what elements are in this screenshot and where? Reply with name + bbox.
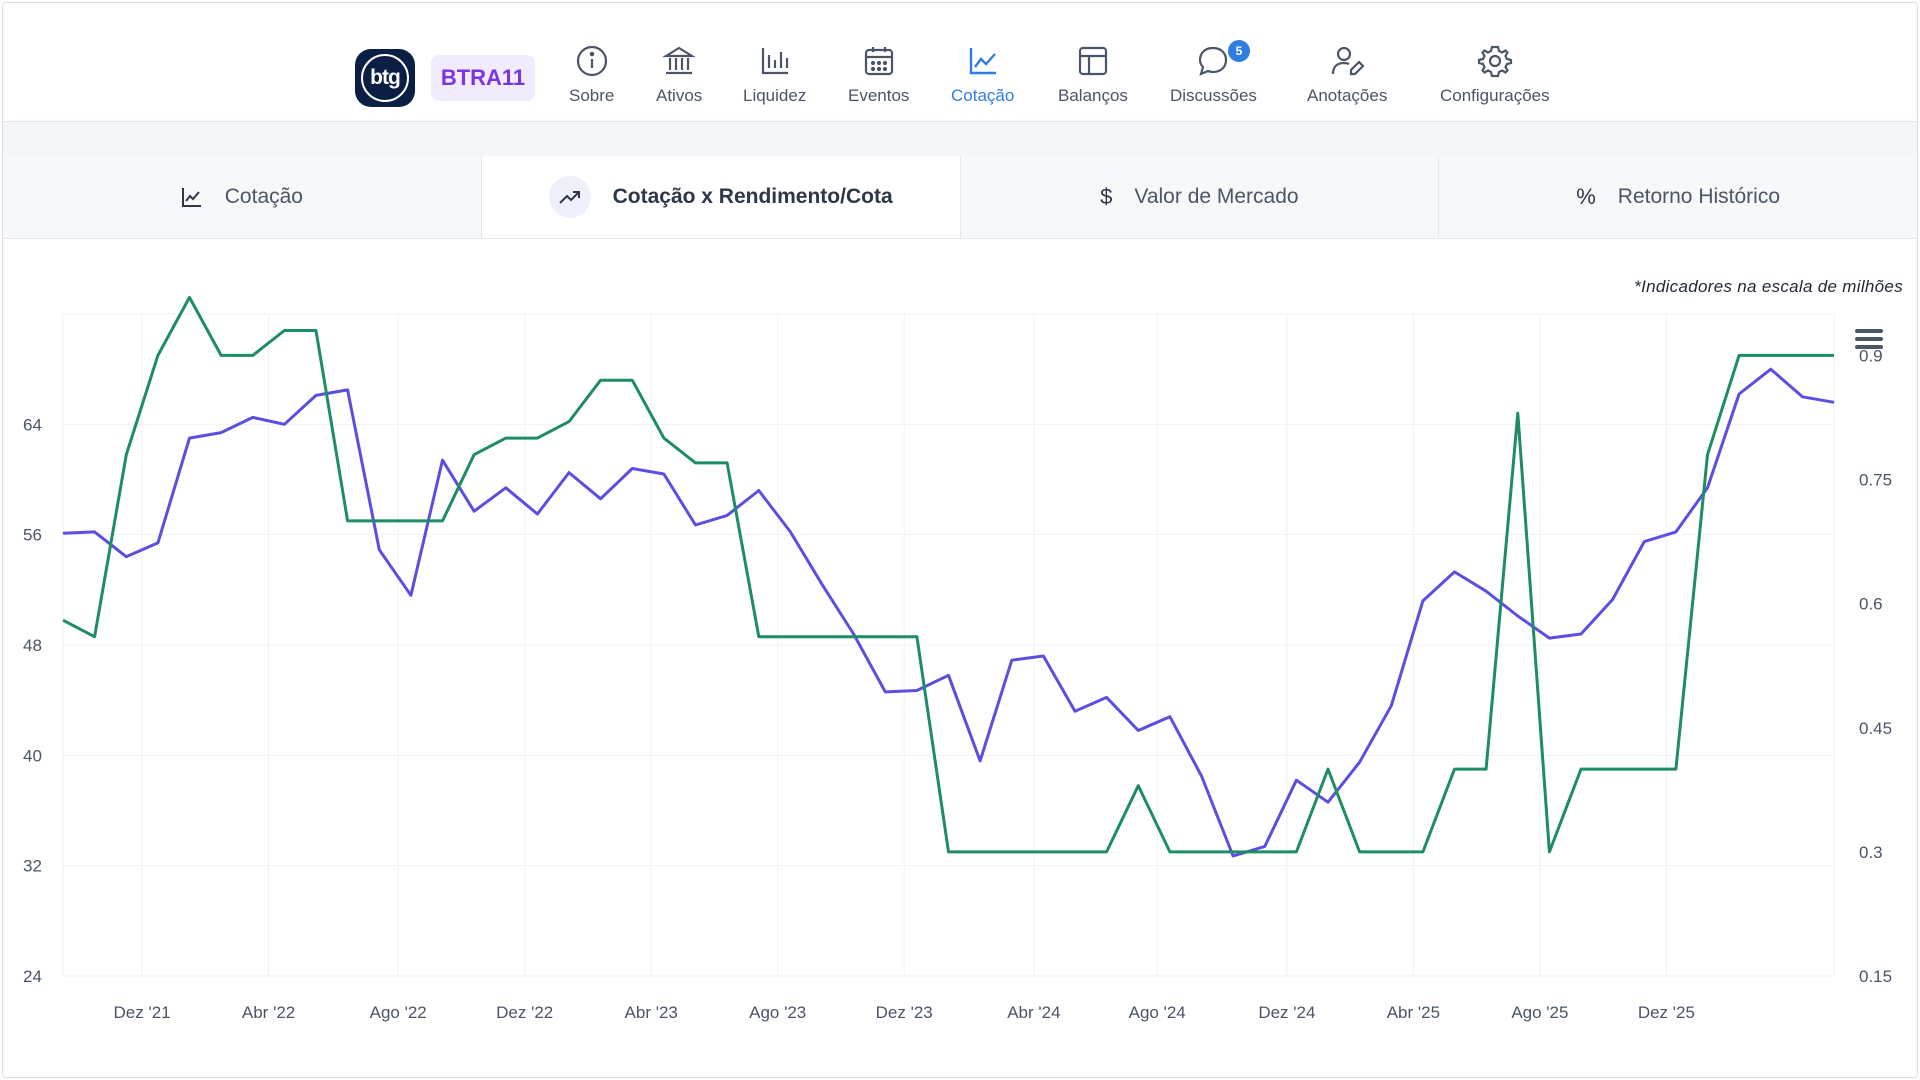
y-right-tick-label: 0.3 <box>1859 843 1883 862</box>
nav-label: Ativos <box>656 86 703 105</box>
nav-item-configuracoes[interactable]: Configurações <box>1440 43 1550 113</box>
x-tick-label: Ago '25 <box>1511 1003 1568 1022</box>
chart-menu-icon[interactable] <box>1855 329 1883 353</box>
btg-logo[interactable]: btg <box>355 49 415 107</box>
tab-label: Valor de Mercado <box>1134 185 1299 208</box>
percent-icon: % <box>1576 184 1596 209</box>
chat-icon <box>1199 46 1228 76</box>
x-tick-label: Abr '22 <box>242 1003 295 1022</box>
nav-label: Cotação <box>951 86 1015 105</box>
tab-valor-mercado[interactable]: $ Valor de Mercado <box>961 156 1440 238</box>
section-spacer <box>3 122 1917 156</box>
nav-label: Balanços <box>1058 86 1128 105</box>
trending-up-icon <box>548 176 591 218</box>
layout-icon <box>1078 46 1108 76</box>
bar-chart-icon <box>761 48 788 75</box>
x-tick-label: Dez '21 <box>114 1003 171 1022</box>
tab-retorno-historico[interactable]: % Retorno Histórico <box>1439 156 1917 238</box>
chart-tabs: Cotação Cotação x Rendimento/Cota $ Valo… <box>3 156 1917 239</box>
ticker-badge: BTRA11 <box>431 55 535 101</box>
user-edit-icon <box>1332 46 1365 76</box>
y-left-tick-label: 40 <box>23 746 42 765</box>
calendar-icon <box>864 47 893 76</box>
tab-cotacao[interactable]: Cotação <box>3 156 482 238</box>
nav-item-liquidez[interactable]: Liquidez <box>743 43 806 113</box>
nav-item-ativos[interactable]: Ativos <box>656 43 702 113</box>
x-tick-label: Ago '24 <box>1129 1003 1186 1022</box>
notification-badge: 5 <box>1228 40 1250 62</box>
nav-item-balancos[interactable]: Balanços <box>1058 43 1128 113</box>
gear-icon <box>1477 45 1512 78</box>
tab-label: Cotação <box>224 185 303 208</box>
tab-cotacao-rendimento[interactable]: Cotação x Rendimento/Cota <box>481 156 961 238</box>
tab-label: Retorno Histórico <box>1617 185 1781 208</box>
nav-label: Anotações <box>1307 86 1388 105</box>
line-chart: 24 32 40 48 56 64 0.15 0.3 0.45 0.6 0.75 0.9 Dez '21… <box>23 295 1892 1022</box>
bank-icon <box>662 46 697 75</box>
nav-item-sobre[interactable]: Sobre <box>569 43 614 113</box>
dollar-icon: $ <box>1100 184 1113 209</box>
nav-label: Discussões <box>1170 86 1257 105</box>
x-tick-label: Dez '24 <box>1258 1003 1315 1022</box>
x-tick-label: Ago '22 <box>370 1003 427 1022</box>
y-right-tick-label: 0.45 <box>1859 719 1892 738</box>
y-left-tick-label: 64 <box>23 415 42 434</box>
nav-label: Sobre <box>569 86 615 105</box>
y-left-tick-label: 32 <box>23 857 42 876</box>
top-navigation: btg BTRA11 Sobre Ativos Liquidez Eventos… <box>3 3 1917 122</box>
tab-label: Cotação x Rendimento/Cota <box>612 185 893 208</box>
y-left-tick-label: 56 <box>23 526 42 545</box>
x-tick-label: Abr '25 <box>1387 1003 1440 1022</box>
nav-item-eventos[interactable]: Eventos <box>848 43 909 113</box>
line-chart-icon <box>969 48 996 75</box>
y-left-tick-label: 24 <box>23 967 42 986</box>
series-line-cotacao <box>62 367 1835 858</box>
x-tick-label: Abr '23 <box>625 1003 678 1022</box>
info-icon <box>576 45 607 77</box>
scale-note: *Indicadores na escala de milhões <box>1634 277 1903 296</box>
x-tick-label: Abr '24 <box>1007 1003 1060 1022</box>
nav-item-cotacao[interactable]: Cotação <box>951 43 1014 113</box>
x-tick-label: Dez '25 <box>1638 1003 1695 1022</box>
logo-text: btg <box>361 54 409 102</box>
series-line-rendimento <box>62 295 1834 854</box>
nav-label: Configurações <box>1440 86 1550 105</box>
nav-item-anotacoes[interactable]: Anotações <box>1307 43 1387 113</box>
y-right-tick-label: 0.9 <box>1859 346 1883 365</box>
nav-item-discussoes[interactable]: 5 Discussões <box>1170 40 1257 113</box>
nav-label: Liquidez <box>743 86 807 105</box>
nav-label: Eventos <box>848 86 910 105</box>
x-tick-label: Ago '23 <box>749 1003 806 1022</box>
x-tick-label: Dez '23 <box>876 1003 933 1022</box>
x-tick-label: Dez '22 <box>496 1003 553 1022</box>
y-right-tick-label: 0.75 <box>1859 471 1892 490</box>
y-left-tick-label: 48 <box>23 636 42 655</box>
line-chart-icon <box>181 186 203 208</box>
y-right-tick-label: 0.15 <box>1859 967 1892 986</box>
y-right-tick-label: 0.6 <box>1859 595 1883 614</box>
